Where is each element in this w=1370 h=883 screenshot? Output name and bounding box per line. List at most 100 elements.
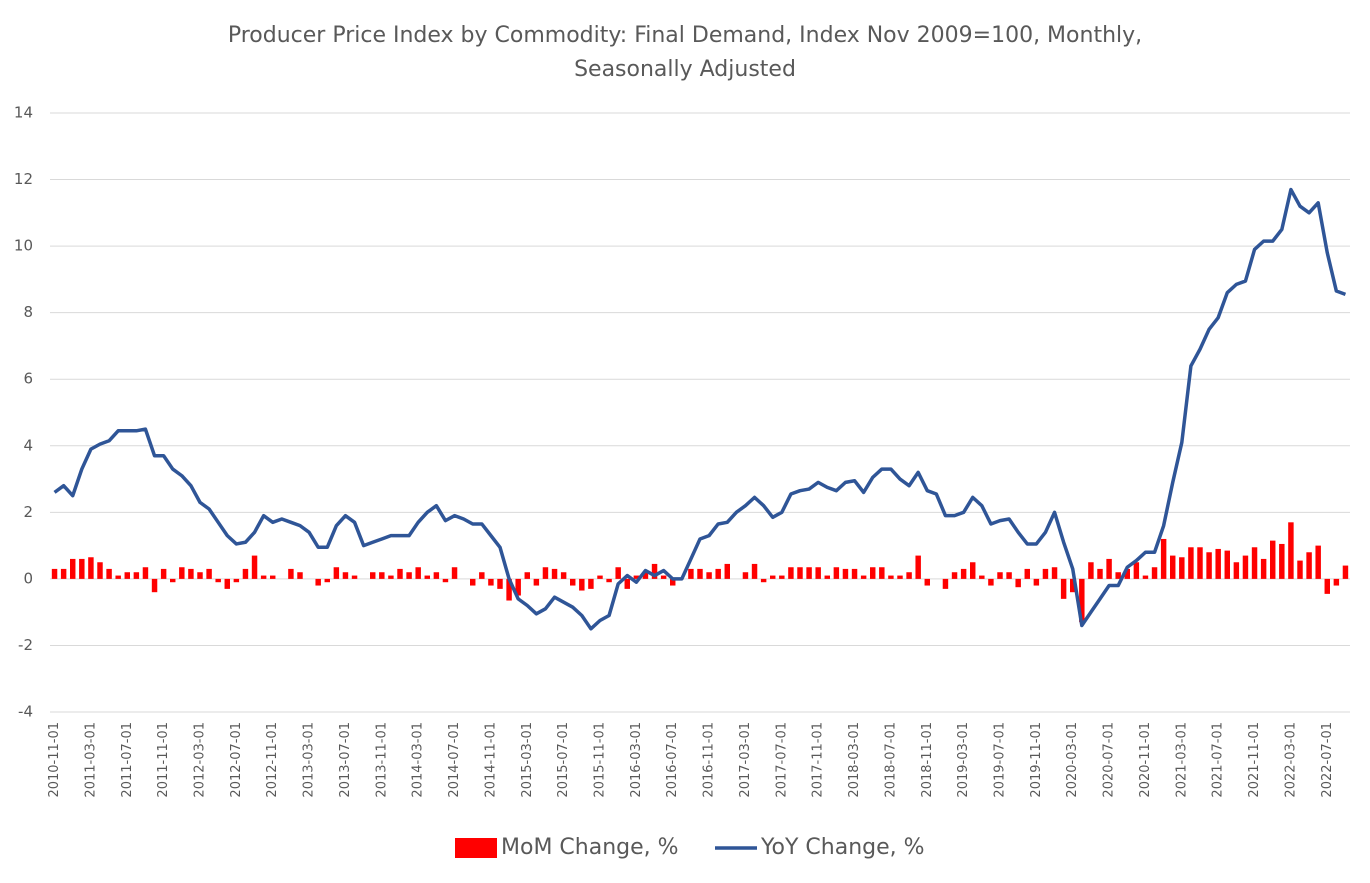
bar (1051, 567, 1058, 579)
bar (1233, 562, 1240, 579)
y-tick-label: 12 (14, 170, 33, 188)
bar (1042, 568, 1049, 579)
bar (315, 578, 321, 586)
x-tick-label: 2020-03-01 (1065, 722, 1080, 798)
bar (1151, 567, 1158, 579)
x-tick-label: 2018-07-01 (883, 722, 898, 798)
bar (1124, 568, 1130, 579)
bar (442, 578, 449, 583)
bar (488, 578, 494, 586)
y-tick-label: 4 (23, 436, 33, 454)
bar (670, 578, 676, 586)
y-tick-label: 6 (23, 370, 33, 388)
bar (579, 578, 585, 591)
bar (79, 558, 85, 579)
bar (624, 578, 630, 589)
bar (942, 578, 949, 589)
x-tick-label: 2019-07-01 (993, 722, 1008, 798)
bar (642, 572, 649, 579)
x-tick-label: 2013-03-01 (302, 722, 317, 798)
bar (924, 578, 930, 586)
bar (533, 578, 540, 586)
legend-label: YoY Change, % (760, 835, 925, 860)
bar (1333, 578, 1340, 586)
bar (1342, 565, 1349, 579)
x-tick-label: 2011-07-01 (120, 722, 135, 798)
bar (751, 563, 758, 579)
bar (288, 568, 294, 579)
bar (251, 555, 258, 579)
bar (1070, 578, 1076, 593)
bar (906, 572, 912, 579)
x-tick-label: 2015-11-01 (593, 722, 608, 798)
x-tick-label: 2014-03-01 (411, 722, 426, 798)
lines (53, 187, 1347, 631)
bar (106, 568, 112, 579)
y-tick-label: 8 (23, 303, 33, 321)
bar (433, 572, 440, 579)
x-tick-label: 2013-07-01 (338, 722, 353, 798)
bar (397, 568, 403, 579)
x-tick-label: 2010-11-01 (47, 722, 62, 798)
bar (1315, 545, 1321, 579)
legend: MoM Change, % YoY Change, % (455, 835, 925, 860)
bar (760, 578, 767, 583)
bar (151, 578, 158, 593)
bar (715, 568, 721, 579)
bar (688, 568, 694, 579)
bar (351, 575, 358, 579)
bar (1279, 543, 1285, 579)
bar (524, 572, 530, 579)
bar (1324, 578, 1330, 594)
bar (633, 575, 640, 579)
bar (797, 567, 803, 579)
bar (115, 575, 121, 579)
bar (960, 568, 967, 579)
bar (842, 568, 849, 579)
bar (1215, 548, 1221, 579)
x-tick-label: 2011-11-01 (156, 722, 171, 798)
y-tick-label: 2 (23, 503, 33, 521)
x-tick-label: 2019-03-01 (956, 722, 971, 798)
x-tick-label: 2012-07-01 (229, 722, 244, 798)
bar (560, 572, 567, 579)
bar (606, 578, 612, 583)
bar (1188, 547, 1194, 579)
bar (979, 575, 985, 579)
bar (133, 572, 140, 579)
bar (888, 575, 894, 579)
x-tick-label: 2015-03-01 (520, 722, 535, 798)
bar (815, 567, 821, 579)
x-tick-label: 2021-07-01 (1211, 722, 1226, 798)
bar (270, 575, 276, 579)
bar (851, 568, 858, 579)
bar (1079, 578, 1085, 623)
x-tick-label: 2020-07-01 (1102, 722, 1117, 798)
bar (424, 575, 430, 579)
bar (724, 563, 730, 579)
bar (970, 562, 976, 579)
bar (160, 568, 167, 579)
bar (651, 563, 658, 579)
bar (1033, 578, 1040, 586)
x-tick-label: 2014-11-01 (483, 722, 498, 798)
x-tick-label: 2011-03-01 (83, 722, 98, 798)
bar (597, 575, 603, 579)
bar (379, 572, 385, 579)
x-tick-label: 2017-11-01 (811, 722, 826, 798)
x-tick-label: 2021-11-01 (1247, 722, 1262, 798)
bar (297, 572, 303, 579)
bar (1015, 578, 1021, 588)
bar (615, 567, 621, 579)
bar (706, 572, 712, 579)
bar (1224, 550, 1230, 579)
bar (1270, 540, 1276, 579)
bar (179, 567, 185, 579)
bar (833, 567, 840, 579)
x-tick-label: 2022-03-01 (1283, 722, 1298, 798)
bar (515, 578, 521, 596)
x-tick-label: 2017-03-01 (738, 722, 753, 798)
bar (806, 567, 812, 579)
x-tick-label: 2021-03-01 (1174, 722, 1189, 798)
